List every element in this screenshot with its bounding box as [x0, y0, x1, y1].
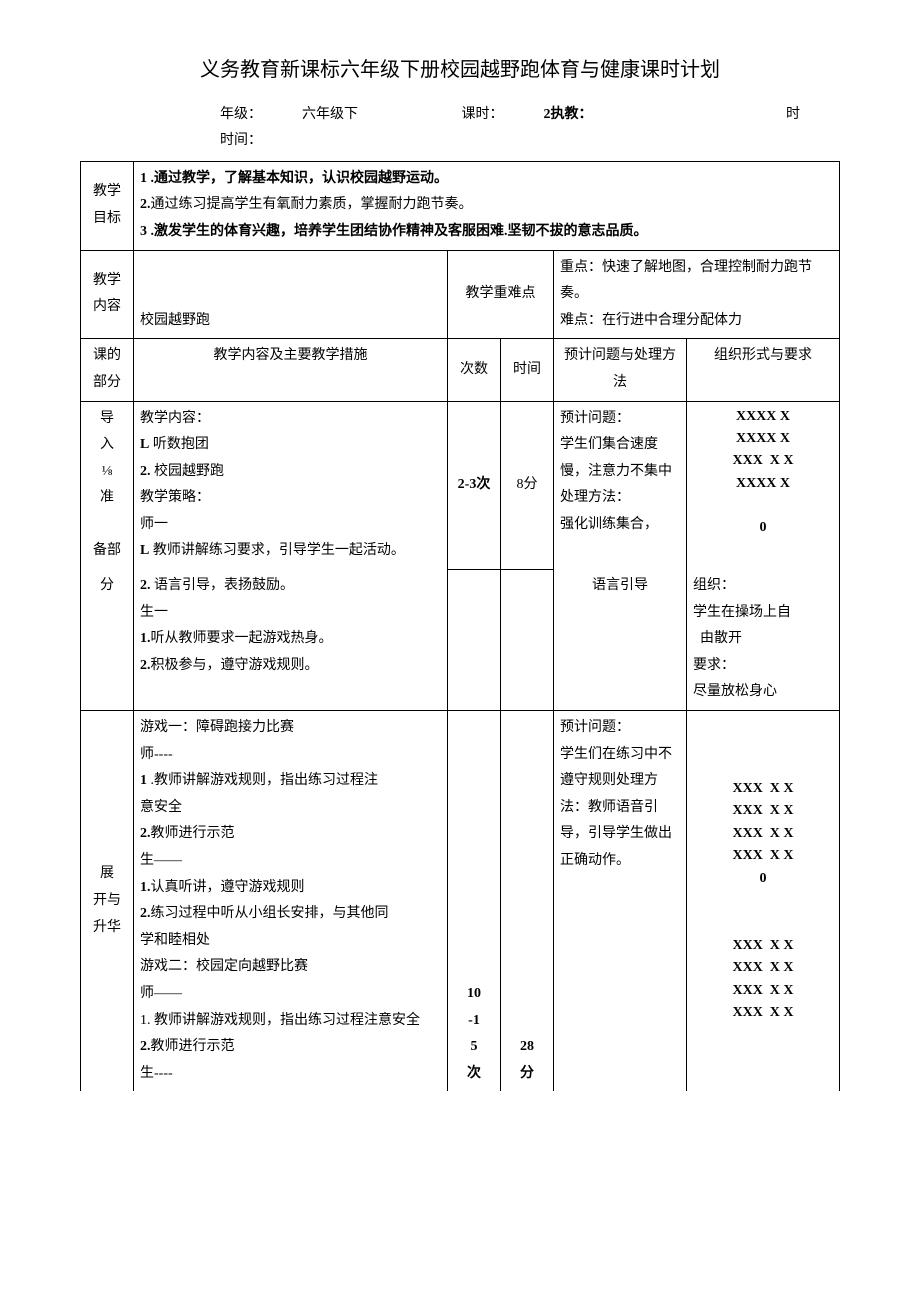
develop-content: 游戏一：障碍跑接力比赛 师---- 1 .教师讲解游戏规则，指出练习过程注意安全… — [134, 711, 448, 1092]
develop-issues: 预计问题：学生们在练习中不遵守规则处理方法：教师语音引导，引导学生做出正确动作。 — [554, 711, 687, 1092]
time-label: 时间： — [220, 133, 262, 148]
intro-duration-b — [501, 569, 554, 710]
intro-content-b: 2. 语言引导，表扬鼓励。 生一 1.听从教师要求一起游戏热身。 2.积极参与，… — [134, 569, 448, 710]
goals-content: 1 .通过教学，了解基本知识，认识校园越野运动。 2.2.通过练习提高学生有氧耐… — [134, 161, 840, 250]
hdr-duration: 时间 — [501, 339, 554, 401]
hdr-part: 课的部分 — [81, 339, 134, 401]
focus-content: 重点：快速了解地图，合理控制耐力跑节奏。 难点：在行进中合理分配体力 — [554, 250, 840, 339]
goals-line2: 2.2.通过练习提高学生有氧耐力素质，掌握耐力跑节奏。通过练习提高学生有氧耐力素… — [140, 192, 833, 219]
focus-text: 重点：快速了解地图，合理控制耐力跑节奏。 — [560, 255, 833, 308]
intro-duration: 8分 — [501, 401, 554, 569]
grade-label: 年级： — [220, 107, 262, 122]
header-info: 年级： 六年级下 课时： 2执教： 时 时间： — [220, 102, 840, 152]
grade-value: 六年级下 — [302, 107, 358, 122]
content-label: 教学内容 — [81, 250, 134, 339]
content-value: 校园越野跑 — [134, 250, 448, 339]
develop-label: 展开与升华 — [81, 711, 134, 1092]
goals-line1: 1 .通过教学，了解基本知识，认识校园越野运动。 — [140, 166, 833, 193]
lesson-plan-table: 教学目标 1 .通过教学，了解基本知识，认识校园越野运动。 2.2.通过练习提高… — [80, 161, 840, 1092]
intro-label: 导入⅛准备部 — [81, 401, 134, 569]
intro-content-a: 教学内容： L 听数抱团 2. 校园越野跑 教学策略： 师一 L 教师讲解练习要… — [134, 401, 448, 569]
difficulty-text: 难点：在行进中合理分配体力 — [560, 308, 833, 335]
intro-issues: 预计问题：学生们集合速度慢，注意力不集中处理方法：强化训练集合， — [554, 401, 687, 569]
hdr-times: 次数 — [448, 339, 501, 401]
time-suffix: 时 — [786, 102, 800, 127]
intro-times: 2-3次 — [448, 401, 501, 569]
period-value: 2执教： — [544, 107, 593, 122]
intro-pattern: XXXX XXXXX XXXX X XXXXX X0 — [687, 401, 840, 569]
hdr-issues: 预计问题与处理方法 — [554, 339, 687, 401]
hdr-org: 组织形式与要求 — [687, 339, 840, 401]
intro-times-b — [448, 569, 501, 710]
intro-issues-b: 语言引导 — [554, 569, 687, 710]
develop-duration: 28分 — [501, 711, 554, 1092]
page-title: 义务教育新课标六年级下册校园越野跑体育与健康课时计划 — [80, 53, 840, 82]
period-label: 课时： — [462, 107, 504, 122]
develop-times: 10-15次 — [448, 711, 501, 1092]
goals-line3: 3 .激发学生的体育兴趣，培养学生团结协作精神及客服困难.坚韧不拔的意志品质。 — [140, 219, 833, 246]
focus-label: 教学重难点 — [448, 250, 554, 339]
develop-pattern: XXX X XXXX X XXXX X XXXX X X0 XXX X XXXX… — [687, 711, 840, 1092]
hdr-content: 教学内容及主要教学措施 — [134, 339, 448, 401]
intro-org-b: 组织：学生在操场上自 由散开要求：尽量放松身心 — [687, 569, 840, 710]
intro-label-b: 分 — [81, 569, 134, 710]
goals-label: 教学目标 — [81, 161, 134, 250]
